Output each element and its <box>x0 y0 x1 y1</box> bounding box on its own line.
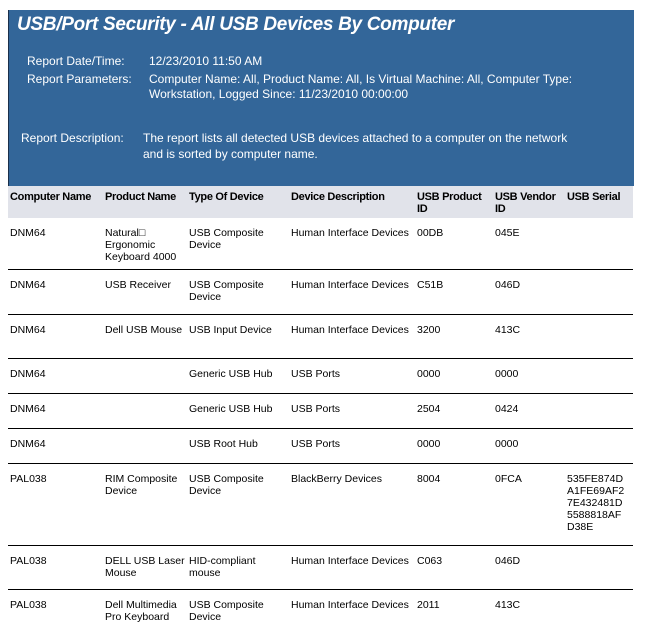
table-cell: 535FE874D A1FE69AF2 7E432481D 5588818AF … <box>567 473 625 533</box>
column-header: Type Of Device <box>189 191 264 203</box>
table-cell: 046D <box>495 279 521 291</box>
table-cell: Human Interface Devices <box>291 324 409 336</box>
table-cell: 0000 <box>495 438 519 450</box>
table-row: DNM64 Generic USB Hub USB Ports 0000 0000 <box>8 359 633 394</box>
datetime-label: Report Date/Time: <box>27 54 125 68</box>
table-cell: Generic USB Hub <box>189 403 273 415</box>
table-cell: 0424 <box>495 403 519 415</box>
table-cell: C063 <box>417 555 443 567</box>
table-cell: PAL038 <box>10 599 47 611</box>
table-cell: 8004 <box>417 473 441 485</box>
table-cell: Human Interface Devices <box>291 599 409 611</box>
table-cell: BlackBerry Devices <box>291 473 383 485</box>
table-row: PAL038 DELL USB Laser Mouse HID-compliant … <box>8 546 633 590</box>
table-cell: 0000 <box>495 368 519 380</box>
table-cell: 045E <box>495 227 520 239</box>
table-row: DNM64 Generic USB Hub USB Ports 2504 0424 <box>8 394 633 429</box>
table-cell: DNM64 <box>10 403 46 415</box>
table-cell: USB Receiver <box>105 279 171 291</box>
params-line2: Workstation, Logged Since: 11/23/2010 00… <box>149 87 409 101</box>
table-cell: USB Composite Device <box>189 227 264 251</box>
description-line2: and is sorted by computer name. <box>143 147 318 161</box>
table-cell: PAL038 <box>10 473 47 485</box>
column-header: Computer Name <box>10 191 92 203</box>
report-header: USB/Port Security - All USB Devices By C… <box>8 10 634 186</box>
column-header: USB Product ID <box>417 191 482 215</box>
table-row: PAL038 RIM Composite Device USB Composite … <box>8 464 633 546</box>
table-cell: 413C <box>495 324 521 336</box>
table-cell: 0000 <box>417 368 441 380</box>
table-header: Computer Name Product Name Type Of Device D… <box>8 186 633 218</box>
table-cell: DNM64 <box>10 324 46 336</box>
table-cell: USB Root Hub <box>189 438 258 450</box>
table-cell: DNM64 <box>10 227 46 239</box>
table-row: DNM64 USB Receiver USB Composite Device Hum… <box>8 270 633 315</box>
description-line1: The report lists all detected USB device… <box>143 131 568 145</box>
table-cell: 0000 <box>417 438 441 450</box>
table-cell: HID-compliant mouse <box>189 555 256 579</box>
table-cell: Dell Multimedia Pro Keyboard <box>105 599 177 623</box>
table-cell: Generic USB Hub <box>189 368 273 380</box>
table-cell: Dell USB Mouse <box>105 324 183 336</box>
table-row: DNM64 Natural□ Ergonomic Keyboard 4000 USB… <box>8 218 633 270</box>
description-label: Report Description: <box>21 131 124 145</box>
table-cell: USB Composite Device <box>189 473 264 497</box>
table-cell: DELL USB Laser Mouse <box>105 555 185 579</box>
table-cell: USB Ports <box>291 438 341 450</box>
table-cell: PAL038 <box>10 555 47 567</box>
table-cell: 046D <box>495 555 521 567</box>
column-header: USB Serial <box>567 191 621 203</box>
params-label: Report Parameters: <box>27 72 132 86</box>
table-cell: USB Composite Device <box>189 279 264 303</box>
table-cell: DNM64 <box>10 438 46 450</box>
table-cell: USB Input Device <box>189 324 272 336</box>
table-cell: Human Interface Devices <box>291 227 409 239</box>
table-cell: Human Interface Devices <box>291 279 409 291</box>
table-row: PAL038 Dell Multimedia Pro Keyboard USB Co… <box>8 590 633 634</box>
table-cell: 2504 <box>417 403 441 415</box>
table-cell: 3200 <box>417 324 441 336</box>
table-cell: USB Composite Device <box>189 599 264 623</box>
datetime-value: 12/23/2010 11:50 AM <box>149 54 263 68</box>
table-cell: USB Ports <box>291 368 341 380</box>
table-cell: Human Interface Devices <box>291 555 409 567</box>
column-header: Product Name <box>105 191 176 203</box>
column-header: USB Vendor ID <box>495 191 556 215</box>
params-line1: Computer Name: All, Product Name: All, I… <box>149 72 573 86</box>
table-cell: 413C <box>495 599 521 611</box>
table-row: DNM64 USB Root Hub USB Ports 0000 0000 <box>8 429 633 464</box>
report-title: USB/Port Security - All USB Devices By C… <box>17 14 455 35</box>
table-cell: 00DB <box>417 227 444 239</box>
table-cell: C51B <box>417 279 444 291</box>
table-cell: 0FCA <box>495 473 522 485</box>
table-cell: Natural□ Ergonomic Keyboard 4000 <box>105 227 177 263</box>
table-cell: 2011 <box>417 599 440 611</box>
column-header: Device Description <box>291 191 385 203</box>
table-cell: USB Ports <box>291 403 341 415</box>
table-cell: RIM Composite Device <box>105 473 178 497</box>
table-cell: DNM64 <box>10 368 46 380</box>
table-cell: DNM64 <box>10 279 46 291</box>
table-row: DNM64 Dell USB Mouse USB Input Device Human… <box>8 315 633 359</box>
